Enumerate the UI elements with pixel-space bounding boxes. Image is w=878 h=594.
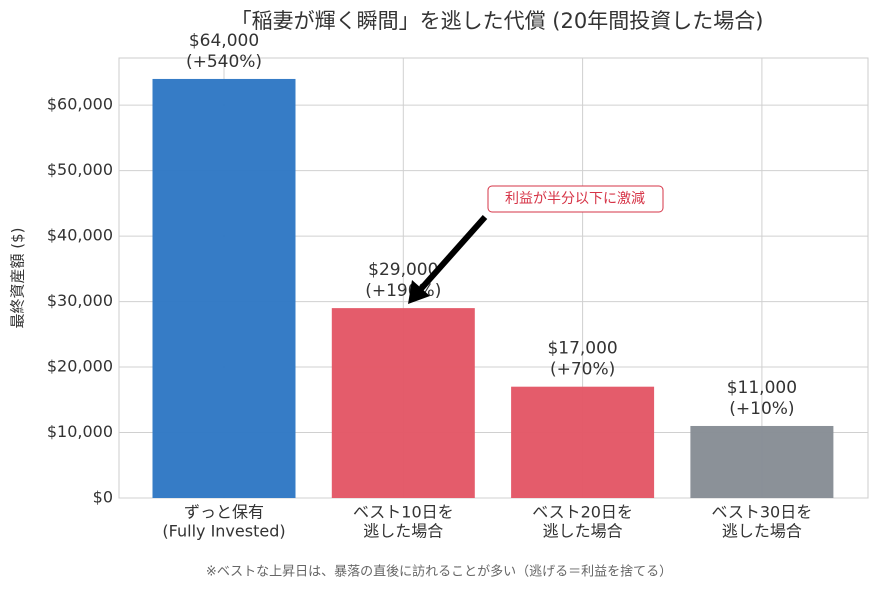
value-label: (+190%) — [365, 281, 441, 301]
value-label: (+10%) — [729, 399, 794, 419]
bar — [152, 78, 296, 498]
y-tick-label: $20,000 — [47, 357, 113, 376]
x-tick-label: ベスト10日を — [353, 503, 454, 522]
bar — [511, 386, 655, 498]
value-label: (+70%) — [550, 360, 615, 380]
value-label: $17,000 — [547, 339, 617, 359]
annotation: 利益が半分以下に激減 — [505, 190, 645, 207]
value-label: $11,000 — [727, 378, 797, 398]
x-tick-label: 逃した場合 — [722, 522, 802, 541]
bar — [331, 308, 475, 498]
chart-title: 「稲妻が輝く瞬間」を逃した代償 (20年間投資した場合) — [231, 9, 764, 33]
value-label: (+540%) — [186, 52, 262, 72]
y-axis-label: 最終資産額 ($) — [9, 227, 27, 328]
y-tick-label: $10,000 — [47, 422, 113, 441]
x-tick-label: 逃した場合 — [363, 522, 443, 541]
value-label: $64,000 — [189, 31, 259, 51]
footnote: ※ベストな上昇日は、暴落の直後に訪れることが多い（逃げる＝利益を捨てる） — [206, 564, 672, 580]
y-tick-label: $50,000 — [47, 160, 113, 179]
x-tick-label: (Fully Invested) — [162, 522, 285, 541]
x-tick-label: ベスト30日を — [712, 503, 813, 522]
y-tick-label: $60,000 — [47, 95, 113, 114]
y-tick-label: $40,000 — [47, 226, 113, 245]
x-tick-label: ベスト20日を — [532, 503, 633, 522]
annotation-arrowhead — [408, 280, 430, 304]
y-tick-label: $30,000 — [47, 291, 113, 310]
y-tick-label: $0 — [93, 488, 113, 507]
value-label: $29,000 — [368, 260, 438, 280]
x-tick-label: ずっと保有 — [184, 503, 264, 522]
annotation-arrow — [417, 215, 488, 292]
bar — [690, 425, 834, 498]
x-tick-label: 逃した場合 — [543, 522, 623, 541]
annotation-box — [487, 185, 664, 213]
